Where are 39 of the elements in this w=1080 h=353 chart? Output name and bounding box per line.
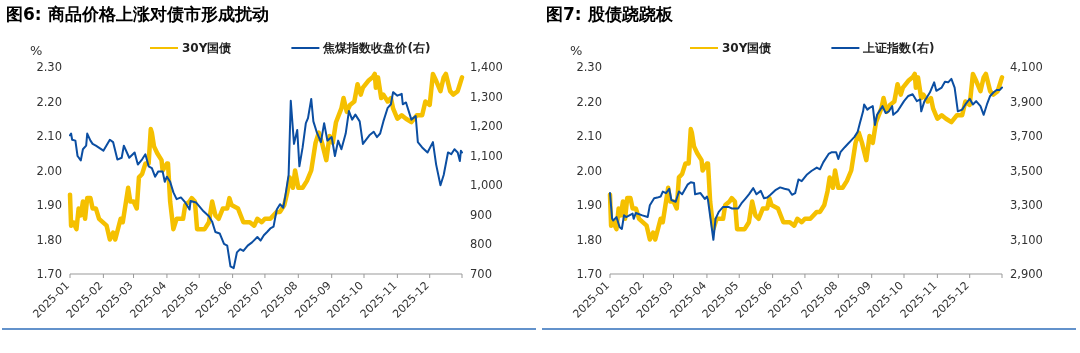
y2-tick-label: 700: [470, 267, 492, 281]
legend-label: 30Y国债: [722, 41, 772, 55]
legend-label: 焦煤指数收盘价(右): [322, 41, 431, 55]
y2-tick-label: 2,900: [1010, 267, 1043, 281]
y2-tick-label: 800: [470, 237, 492, 252]
line-series: [69, 91, 463, 270]
y-tick-label: 2.10: [36, 129, 62, 143]
y-tick-label: 2.20: [576, 94, 602, 109]
legend-label: 上证指数(右): [862, 41, 935, 55]
y2-tick-label: 1,200: [470, 119, 503, 134]
y2-tick-label: 900: [470, 207, 492, 222]
y-tick-label: 2.20: [36, 94, 62, 109]
y-tick-label: 2.00: [36, 163, 62, 178]
y-tick-label: 2.00: [576, 163, 602, 178]
y-tick-label: 1.80: [576, 232, 602, 247]
y2-tick-label: 3,900: [1010, 94, 1043, 109]
y-tick-label: 2.30: [576, 60, 602, 74]
y2-tick-label: 3,300: [1010, 198, 1043, 212]
y-tick-label: 1.70: [36, 267, 62, 281]
y2-tick-label: 1,000: [470, 178, 503, 193]
y-tick-label: 2.10: [576, 129, 602, 143]
chart-title: 图6: 商品价格上涨对债市形成扰动: [6, 4, 269, 24]
y-axis-title: %: [570, 43, 583, 58]
y-axis-title: %: [30, 43, 43, 58]
y-tick-label: 1.80: [36, 232, 62, 247]
y-tick-label: 1.70: [576, 267, 602, 281]
y2-tick-label: 3,100: [1010, 232, 1043, 247]
y2-tick-label: 1,100: [470, 148, 503, 163]
y-tick-label: 1.90: [36, 198, 62, 212]
legend-label: 30Y国债: [182, 41, 232, 55]
line-series: [67, 71, 465, 242]
y-tick-label: 1.90: [576, 198, 602, 212]
y2-tick-label: 3,700: [1010, 129, 1043, 143]
y-tick-label: 2.30: [36, 60, 62, 74]
y2-tick-label: 3,500: [1010, 163, 1043, 178]
y2-tick-label: 1,300: [470, 89, 503, 104]
y2-tick-label: 4,100: [1010, 60, 1043, 74]
y2-tick-label: 1,400: [470, 60, 503, 74]
chart-title: 图7: 股债跷跷板: [546, 4, 674, 24]
